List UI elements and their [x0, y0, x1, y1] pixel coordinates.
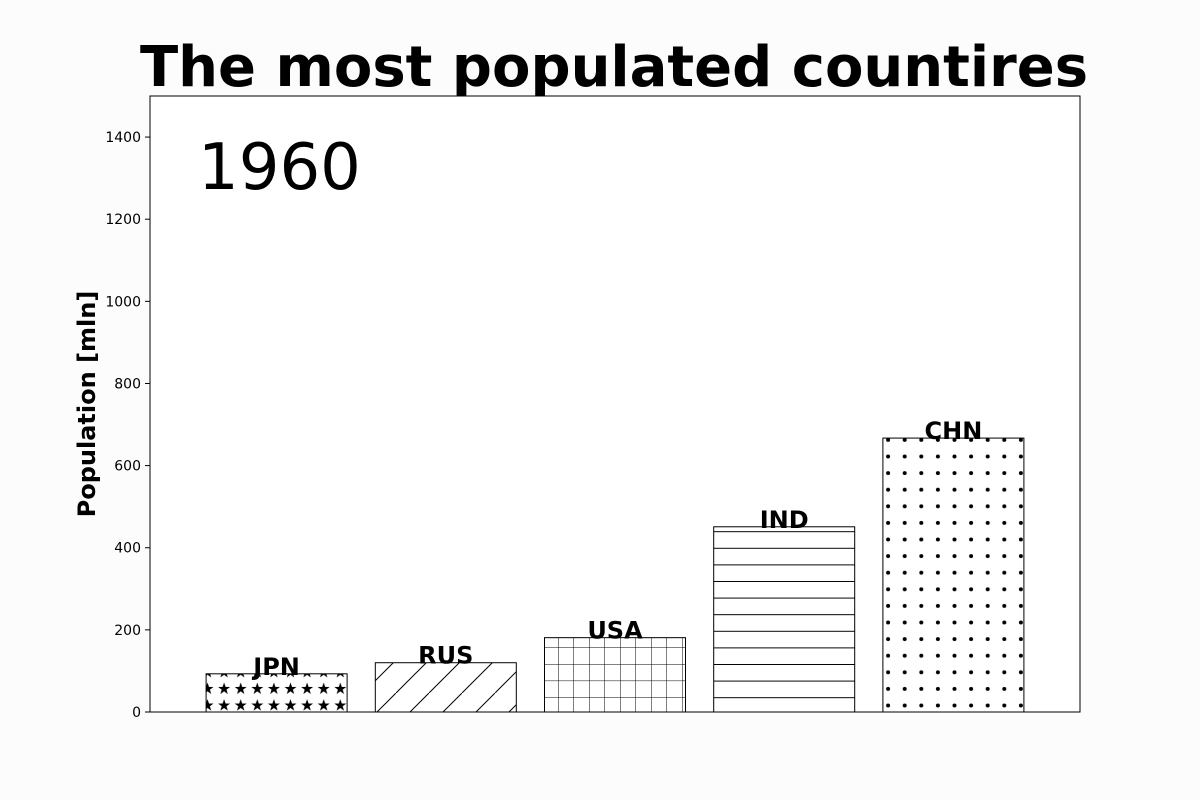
- bar-label-rus: RUS: [418, 642, 473, 670]
- y-tick-label: 400: [114, 541, 141, 557]
- y-axis-label: Population [mln]: [73, 291, 101, 518]
- bar-label-chn: CHN: [925, 417, 983, 445]
- y-tick-label: 1400: [105, 130, 141, 146]
- bars-group: JPN RUS USA IND CHN: [205, 417, 1025, 713]
- y-tick-label: 0: [132, 705, 141, 721]
- chart-title: The most populated countires: [140, 35, 1088, 100]
- bar-label-jpn: JPN: [251, 653, 300, 681]
- y-tick-label: 1000: [105, 294, 141, 310]
- bar-jpn: [205, 673, 348, 713]
- y-tick-label: 1200: [105, 212, 141, 228]
- y-tick-label: 200: [114, 623, 141, 639]
- bar-ind: [713, 526, 856, 713]
- bar-usa: [544, 637, 686, 713]
- y-tick-label: 800: [114, 376, 141, 392]
- year-annotation: 1960: [198, 131, 361, 205]
- bar-label-usa: USA: [587, 617, 643, 645]
- y-tick-label: 600: [114, 459, 141, 475]
- bar-chn: [882, 437, 1025, 713]
- bar-label-ind: IND: [760, 506, 809, 534]
- y-axis: 0 200 400 600 800 1000 1200 1400: [105, 130, 150, 721]
- bar-rus: [374, 662, 517, 713]
